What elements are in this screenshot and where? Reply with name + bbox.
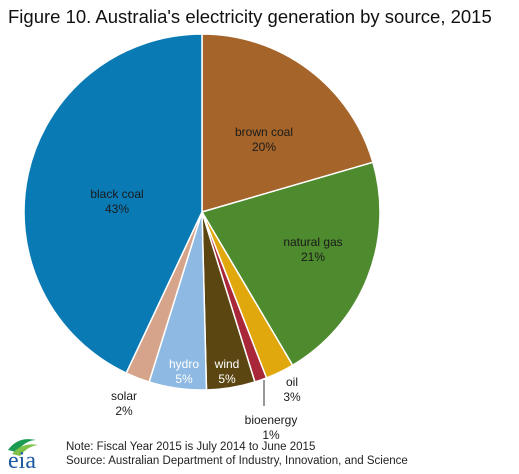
note-text: Note: Fiscal Year 2015 is July 2014 to J… — [66, 441, 316, 453]
pie-slice-brown-coal — [201, 33, 374, 213]
pie-slice-black-coal — [23, 33, 203, 375]
slice-value-wind: 5% — [218, 372, 236, 386]
slice-value-hydro: 5% — [175, 372, 193, 386]
slice-value-bioenergy: 1% — [262, 428, 280, 442]
slice-value-brown-coal: 20% — [252, 140, 276, 154]
pie-slice-natural-gas — [200, 161, 381, 367]
eia-logo-text: eia — [8, 448, 36, 472]
chart-notes: Note: Fiscal Year 2015 is July 2014 to J… — [66, 440, 408, 468]
slice-label-oil: oil — [286, 375, 298, 389]
slice-label-natural-gas: natural gas — [283, 235, 342, 249]
eia-logo: eia — [8, 439, 38, 472]
slice-value-oil: 3% — [283, 390, 301, 404]
slice-label-hydro: hydro — [169, 357, 199, 371]
slice-label-black-coal: black coal — [90, 187, 143, 201]
slice-label-bioenergy: bioenergy — [245, 413, 298, 427]
slice-value-solar: 2% — [115, 404, 133, 418]
slice-value-black-coal: 43% — [105, 202, 129, 216]
slice-label-brown-coal: brown coal — [235, 125, 293, 139]
chart-title: Figure 10. Australia's electricity gener… — [8, 6, 492, 27]
source-text: Source: Australian Department of Industr… — [66, 455, 408, 467]
slice-label-wind: wind — [214, 357, 240, 371]
slice-value-natural-gas: 21% — [301, 250, 325, 264]
slice-label-solar: solar — [111, 389, 137, 403]
